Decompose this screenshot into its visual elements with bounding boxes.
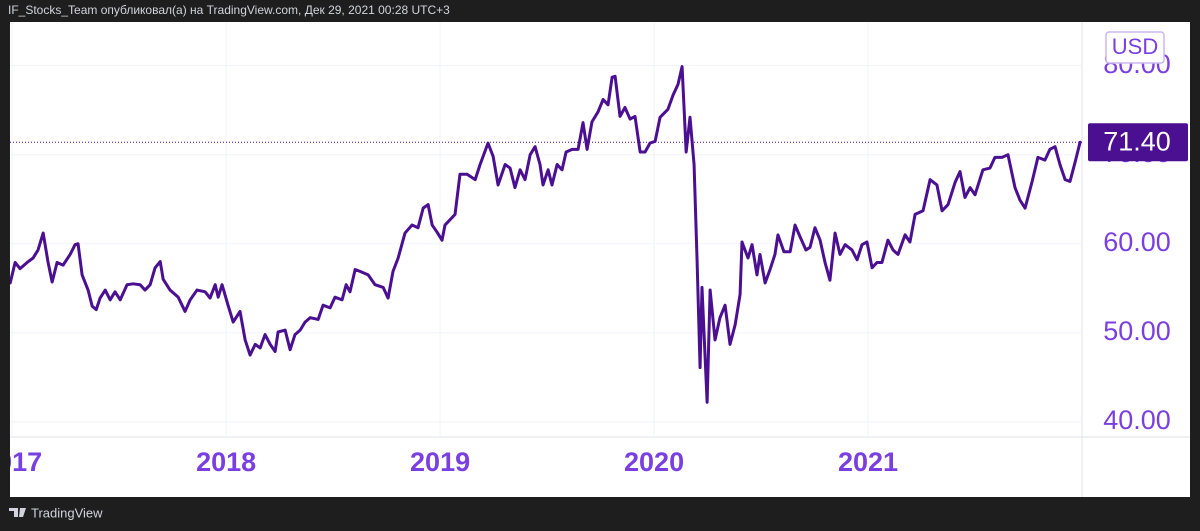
brand-logo (9, 508, 26, 517)
chart-panel (10, 22, 1190, 497)
y-tick-label: 60.00 (1103, 227, 1171, 257)
header-text: IF_Stocks_Team опубликовал(а) на Trading… (8, 3, 450, 17)
grid (10, 22, 1082, 437)
price-line (10, 65, 1082, 404)
brand-text: TradingView (31, 505, 103, 520)
plot (10, 65, 1082, 404)
last-price-box (1088, 123, 1188, 162)
x-tick-label: 2020 (624, 447, 684, 477)
y-tick-label: 50.00 (1103, 316, 1171, 346)
x-axis: 2017 2018 2019 2020 2021 (0, 447, 898, 477)
last-price-label: 71.40 (1103, 126, 1171, 156)
footer: TradingView (9, 505, 103, 520)
currency-box (1105, 31, 1165, 64)
x-tick-label: 2018 (196, 447, 256, 477)
x-tick-label: 2021 (838, 447, 898, 477)
x-tick-label: 2017 (0, 447, 42, 477)
currency-label: USD (1112, 34, 1158, 59)
overlay: 71.40 USD (1088, 31, 1188, 162)
y-tick-label: 40.00 (1103, 405, 1171, 435)
x-tick-label: 2019 (410, 447, 470, 477)
